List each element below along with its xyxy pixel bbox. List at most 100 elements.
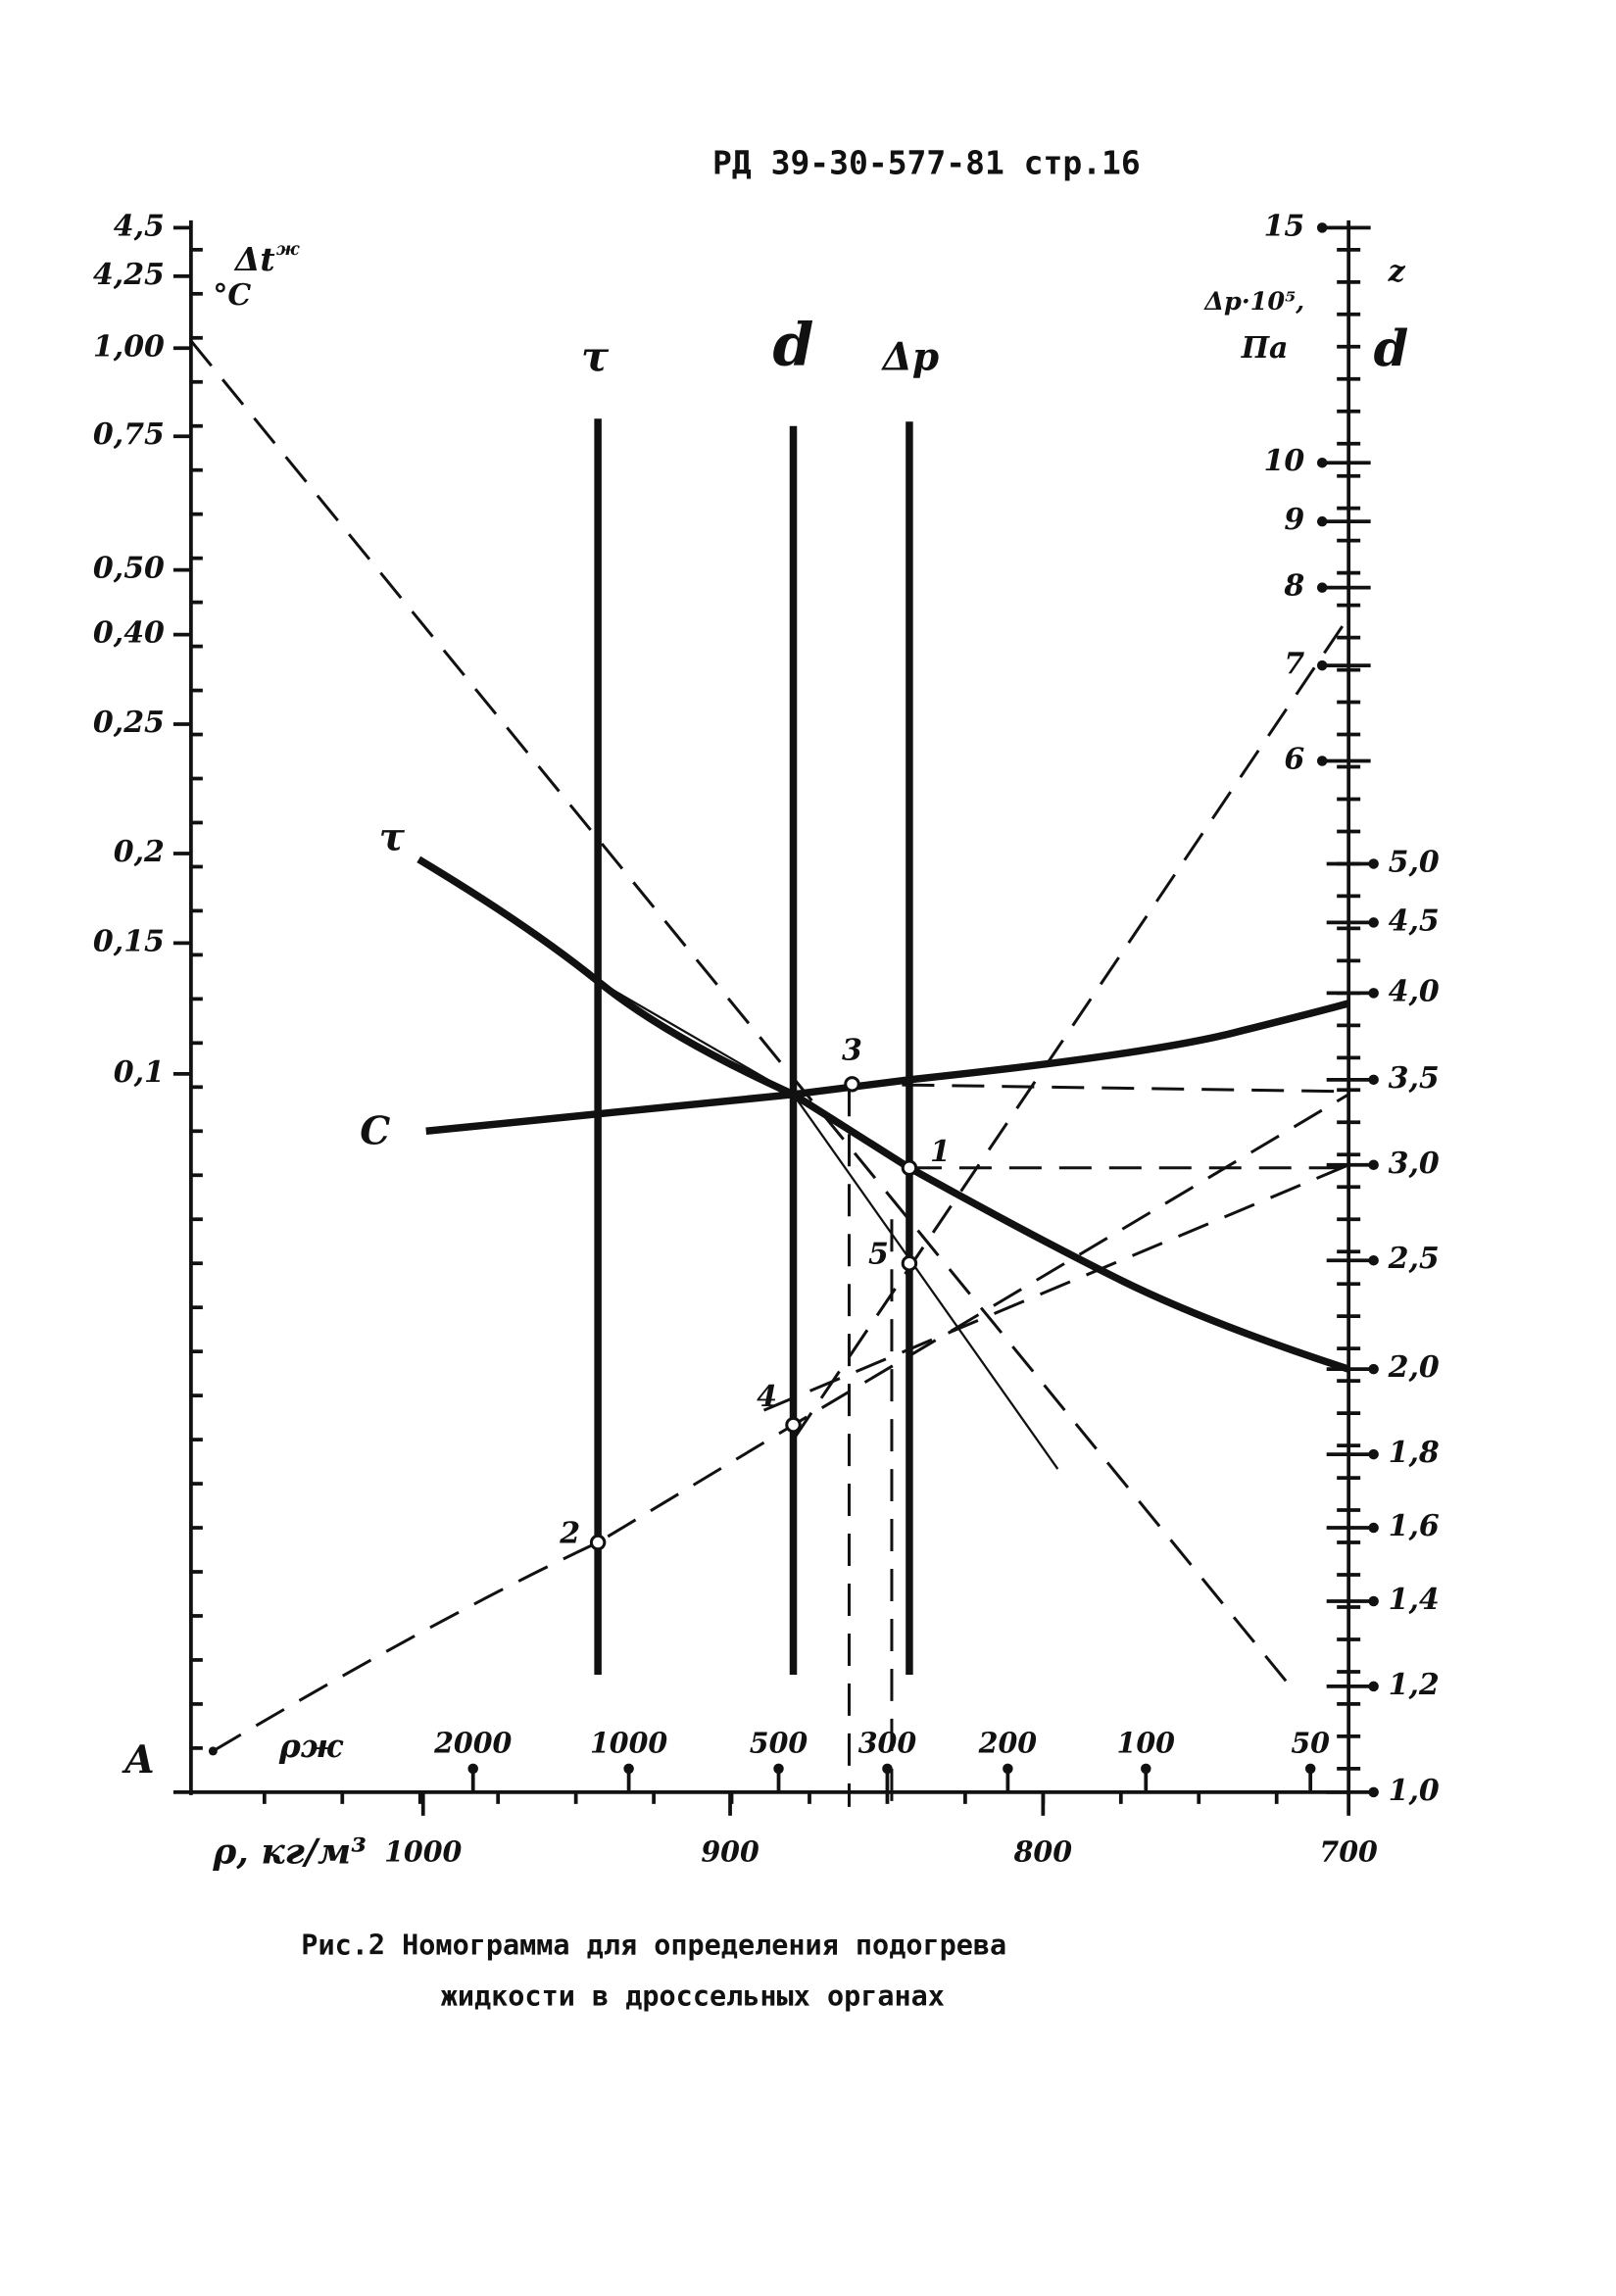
tick-dot: [1368, 1786, 1379, 1798]
header: РД 39-30-577-81 стр.16: [712, 143, 1141, 181]
tick-dot: [1368, 1522, 1379, 1534]
dp-scale-label: Δp: [881, 334, 939, 379]
left-tick-label: 4,5: [114, 209, 165, 243]
c-curve: [425, 1000, 1350, 1136]
rho-liquid-tick-label: 100: [1117, 1726, 1176, 1759]
tick-dot: [1368, 1363, 1379, 1375]
rho-liquid-tick-label: 50: [1291, 1726, 1330, 1759]
point-label: 1: [930, 1135, 951, 1169]
point-label: 4: [757, 1380, 777, 1414]
right-tick-label: 7: [1284, 647, 1304, 681]
point-label: 5: [868, 1238, 889, 1272]
tick-dot: [1316, 659, 1328, 671]
left-tick-label: 0,50: [93, 552, 165, 586]
rho-liquid-tick-label: 2000: [433, 1726, 512, 1759]
point: [785, 1416, 802, 1434]
rho-tick-label: 1000: [384, 1834, 462, 1868]
point-a-label: A: [121, 1737, 154, 1783]
right-tick-label: 1,8: [1389, 1436, 1440, 1470]
tick-dot: [1368, 917, 1379, 928]
point-label: 2: [559, 1517, 580, 1551]
tau-curve-label: τ: [379, 814, 406, 859]
tick-dot: [1368, 1254, 1379, 1266]
guide-line: [762, 1163, 1349, 1412]
left-tick-label: 4,25: [93, 258, 165, 292]
right-tick-label: 4,0: [1389, 974, 1440, 1008]
guide-line: [597, 980, 1059, 1470]
rho-tick-label: 700: [1319, 1834, 1378, 1868]
left-tick-label: 0,40: [93, 616, 165, 651]
tick-dot: [467, 1763, 478, 1775]
caption-line: Рис.2 Номограмма для определения подогре…: [301, 1929, 1006, 1961]
left-axis-unit: °C: [213, 278, 251, 313]
point: [901, 1254, 918, 1272]
tick-dot: [1368, 1681, 1379, 1692]
c-curve-label: C: [360, 1108, 390, 1153]
tick-dot: [1368, 1074, 1379, 1086]
right-tick-label: 1,4: [1389, 1583, 1440, 1617]
rho-liquid-tick-label: 500: [750, 1726, 808, 1759]
right-tick-label: 2,0: [1388, 1350, 1440, 1385]
right-tick-label: 1,0: [1389, 1774, 1440, 1808]
guide-line: [189, 339, 1295, 1690]
tick-dot: [1316, 756, 1328, 766]
left-tick-label: 1,00: [93, 329, 165, 364]
left-tick-label: 0,1: [114, 1055, 165, 1090]
rho-liquid-tick-label: 200: [978, 1726, 1038, 1759]
tick-dot: [1316, 457, 1328, 468]
right-title-dp: Δp·10⁵,: [1202, 287, 1304, 317]
guide-line: [212, 1093, 1349, 1753]
tick-dot: [1304, 1763, 1316, 1775]
left-tick-label: 0,25: [93, 706, 165, 740]
tick-dot: [1316, 582, 1328, 593]
rho-liquid-tick-label: 1000: [590, 1726, 667, 1759]
caption-line: жидкости в дроссельных органах: [441, 1980, 945, 2013]
right-tick-label: 2,5: [1388, 1242, 1440, 1276]
right-tick-label: 6: [1284, 743, 1304, 777]
right-tick-label: 1,6: [1389, 1509, 1440, 1543]
right-title-unit: Па: [1241, 331, 1289, 366]
tick-dot: [1368, 988, 1379, 999]
tick-dot: [1316, 222, 1328, 233]
left-tick-label: 0,2: [114, 835, 165, 869]
left-axis-title: Δt: [233, 240, 275, 278]
tick-dot: [1368, 858, 1379, 869]
tick-dot: [882, 1763, 893, 1775]
rho-liquid-label: ρж: [278, 1727, 344, 1765]
tick-dot: [1368, 1595, 1379, 1607]
tick-dot: [1368, 1159, 1379, 1171]
left-tick-label: 0,15: [93, 924, 165, 958]
left-axis-subscript: ж: [276, 239, 300, 260]
point-a: [208, 1746, 218, 1756]
right-tick-label: 9: [1284, 503, 1304, 537]
point-label: 3: [842, 1033, 862, 1067]
tick-dot: [1141, 1763, 1151, 1775]
guide-line: [792, 615, 1350, 1441]
guide-line: [852, 1082, 1349, 1094]
left-tick-label: 0,75: [93, 417, 165, 452]
tau-scale-label: τ: [581, 332, 610, 380]
right-tick-label: 3,5: [1389, 1061, 1440, 1096]
right-tick-label: 15: [1263, 209, 1304, 243]
right-tick-label: 8: [1283, 569, 1304, 604]
rho-tick-label: 800: [1013, 1834, 1073, 1868]
rho-label: ρ, кг/м³: [212, 1831, 367, 1872]
rho-liquid-tick-label: 300: [858, 1726, 917, 1759]
tick-dot: [1316, 515, 1328, 527]
right-tick-label: 4,5: [1389, 904, 1440, 938]
point: [844, 1076, 860, 1093]
right-tick-label: 10: [1263, 444, 1304, 478]
tick-dot: [773, 1763, 784, 1775]
right-title-d: d: [1374, 319, 1409, 378]
right-title-z: z: [1388, 255, 1406, 289]
tick-dot: [623, 1763, 634, 1775]
rho-tick-label: 900: [701, 1834, 759, 1868]
point: [589, 1534, 607, 1551]
tick-dot: [1003, 1763, 1013, 1775]
d-scale-label: d: [773, 311, 814, 379]
right-tick-label: 3,0: [1389, 1147, 1440, 1181]
point: [901, 1159, 918, 1177]
tick-dot: [1368, 1448, 1379, 1460]
